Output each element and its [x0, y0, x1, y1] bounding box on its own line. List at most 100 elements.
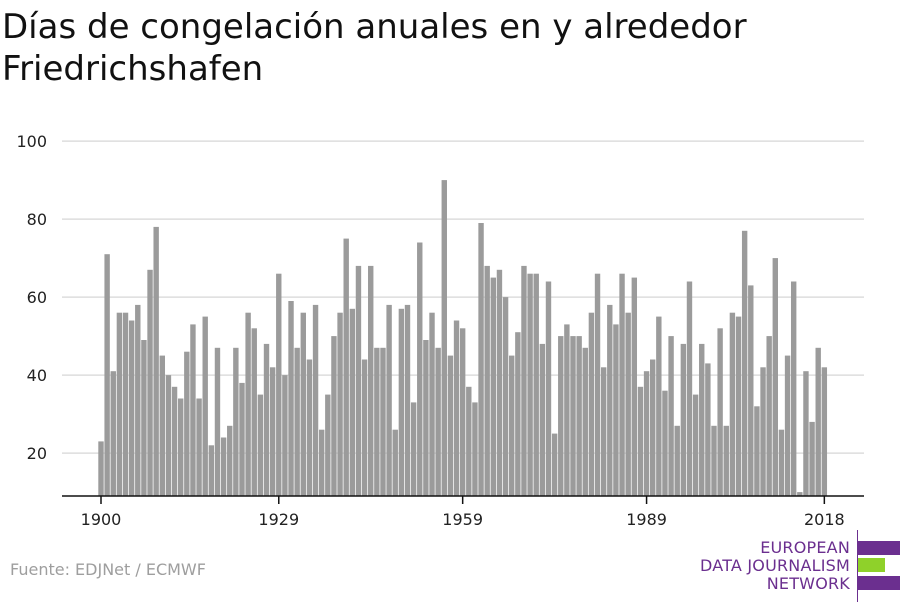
bar-1973	[545, 281, 552, 496]
bar-1998	[699, 343, 705, 496]
bar-1907	[141, 340, 147, 496]
bar-1971	[533, 273, 539, 496]
bars	[98, 180, 828, 497]
bar-1929	[276, 273, 282, 496]
bar-1958	[453, 320, 460, 496]
bar-1965	[496, 269, 503, 496]
bar-1989	[643, 371, 650, 496]
bar-2012	[784, 355, 791, 496]
bar-1909	[153, 226, 159, 496]
bar-2013	[790, 281, 797, 496]
bar-1956	[441, 180, 447, 496]
bar-1923	[239, 382, 245, 496]
bar-1994	[674, 425, 680, 496]
bar-2009	[766, 336, 772, 496]
bar-1960	[466, 386, 472, 496]
logo-divider	[857, 530, 858, 602]
bar-1921	[227, 425, 233, 496]
bar-1966	[502, 297, 509, 496]
bar-2008	[760, 367, 766, 496]
bar-1946	[380, 347, 386, 496]
bar-1992	[662, 390, 668, 496]
bar-1901	[104, 254, 110, 496]
bar-1906	[135, 304, 141, 496]
bar-1962	[478, 223, 484, 496]
bar-1945	[374, 347, 380, 496]
bar-1995	[680, 343, 687, 496]
bar-2015	[803, 371, 809, 496]
bar-2011	[778, 429, 785, 496]
bar-1905	[128, 320, 135, 496]
bar-1970	[527, 273, 533, 496]
bar-1947	[386, 304, 392, 496]
logo-text-line1: EUROPEAN	[760, 538, 850, 557]
bar-1969	[521, 265, 527, 496]
bar-1918	[208, 445, 215, 496]
bar-1999	[705, 363, 711, 496]
bar-1949	[398, 308, 405, 496]
source-note: Fuente: EDJNet / ECMWF	[10, 560, 206, 579]
bar-2018	[821, 367, 828, 496]
bar-2016	[809, 421, 815, 496]
bar-1926	[257, 394, 264, 496]
bar-1993	[668, 336, 674, 496]
bar-1950	[404, 304, 411, 496]
bar-1938	[331, 336, 337, 496]
bar-1943	[361, 359, 368, 496]
bar-1963	[484, 265, 490, 496]
bar-1933	[300, 312, 306, 496]
bar-1900	[98, 441, 104, 496]
bar-1914	[184, 351, 190, 496]
bar-1954	[429, 312, 435, 496]
bar-2006	[748, 285, 754, 496]
bar-2007	[754, 406, 760, 496]
bar-2000	[711, 425, 717, 496]
bar-1988	[637, 386, 644, 496]
bar-2001	[717, 328, 723, 496]
bar-1953	[423, 340, 429, 496]
bar-2014	[797, 492, 803, 496]
y-axis-labels: 20 40 60 80 100	[16, 132, 47, 463]
bar-1978	[576, 336, 582, 496]
bar-1919	[214, 347, 221, 496]
x-tick-label: 1989	[626, 510, 667, 529]
bar-1986	[625, 312, 631, 496]
bar-1920	[220, 437, 227, 496]
bar-1925	[251, 328, 257, 496]
y-tick-label: 80	[27, 210, 47, 229]
bar-1922	[233, 347, 239, 496]
bar-2004	[735, 316, 742, 496]
bar-1934	[306, 359, 313, 496]
bar-1930	[282, 375, 288, 496]
bar-2002	[723, 425, 729, 496]
bar-1991	[656, 316, 662, 496]
bar-1955	[435, 347, 441, 496]
bar-1980	[588, 312, 595, 496]
bar-1941	[349, 308, 356, 496]
x-tick-label: 2018	[804, 510, 845, 529]
bar-1974	[551, 433, 558, 496]
bar-2005	[741, 230, 748, 497]
bar-chart: 20 40 60 80 100 1900 1929 1959 1989 2018	[16, 132, 864, 529]
bar-1936	[318, 429, 325, 496]
bar-1982	[600, 367, 607, 496]
bar-1979	[582, 347, 588, 496]
bar-1927	[263, 343, 270, 496]
bar-1996	[686, 281, 693, 496]
bar-1967	[509, 355, 515, 496]
bar-1976	[564, 324, 570, 496]
bar-1990	[650, 359, 656, 496]
bar-1985	[619, 273, 625, 496]
bar-1983	[607, 304, 613, 496]
bar-1961	[472, 402, 478, 496]
logo-bar-purple-bottom	[858, 576, 900, 590]
bar-1928	[269, 367, 276, 496]
bar-1987	[631, 277, 638, 496]
bar-1913	[177, 398, 184, 496]
bar-1911	[165, 375, 172, 496]
bar-1916	[196, 398, 202, 496]
bar-1942	[355, 265, 362, 496]
logo-text-line3: NETWORK	[766, 574, 850, 593]
bar-1972	[539, 343, 546, 496]
y-tick-label: 20	[27, 444, 47, 463]
